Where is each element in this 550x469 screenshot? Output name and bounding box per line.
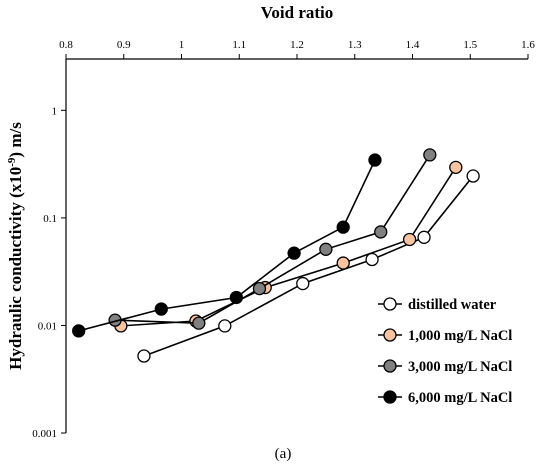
y-axis-title-superscript: -9 (6, 157, 18, 167)
series-0-point-2 (296, 276, 310, 291)
series-0-point-4 (417, 230, 431, 244)
y-axis-title: Hydraulic conductivity (x10-9) m/s (6, 122, 25, 370)
y-axis-title-unit: ) m/s (6, 122, 25, 158)
series-layer (72, 148, 480, 363)
x-tick-label-5: 1.3 (348, 39, 362, 51)
x-tick-label-2: 1 (179, 39, 185, 51)
series-2-point-1 (192, 316, 206, 330)
legend-item-2: 3,000 mg/L NaCl (378, 359, 512, 375)
legend-item-0: distilled water (378, 297, 497, 313)
legend-label-3: 6,000 mg/L NaCl (408, 390, 512, 406)
legend-item-1: 1,000 mg/L NaCl (378, 328, 512, 344)
y-tick-label-1: 0.01 (38, 320, 57, 332)
series-0 (137, 169, 480, 363)
legend: distilled water 1,000 mg/L NaCl 3,000 mg/L… (378, 297, 512, 406)
x-tick-label-1: 0.9 (117, 39, 131, 51)
legend-label-1: 1,000 mg/L NaCl (408, 328, 512, 344)
series-0-point-5 (466, 169, 480, 183)
series-line-1 (120, 166, 457, 327)
series-2-point-4 (374, 225, 388, 239)
series-2-point-2 (252, 281, 267, 296)
series-1-point-5 (449, 160, 463, 174)
series-line-3 (78, 159, 376, 332)
x-tick-label-3: 1.1 (232, 39, 246, 51)
series-1-point-4 (402, 232, 417, 247)
series-3-point-5 (368, 153, 382, 167)
x-tick-label-8: 1.6 (521, 39, 535, 51)
legend-item-3: 6,000 mg/L NaCl (378, 390, 512, 406)
series-3-point-3 (287, 246, 301, 260)
figure-caption: (a) (275, 446, 292, 462)
series-0-point-0 (137, 349, 151, 363)
series-line-0 (143, 175, 474, 357)
series-2-point-5 (423, 148, 437, 162)
x-axis-title: Void ratio (261, 3, 334, 22)
legend-marker-0 (383, 297, 397, 311)
x-tick-label-6: 1.4 (406, 39, 420, 51)
legend-marker-3 (383, 390, 397, 404)
series-1-point-3 (336, 256, 350, 270)
series-3-point-0 (72, 324, 86, 338)
series-3-point-4 (336, 220, 350, 234)
series-line-2 (115, 154, 431, 325)
y-tick-label-3: 1 (52, 105, 58, 117)
legend-label-0: distilled water (408, 297, 497, 313)
y-tick-label-2: 0.1 (43, 213, 57, 225)
x-tick-label-7: 1.5 (463, 39, 477, 51)
series-0-point-3 (365, 252, 379, 267)
y-axis-title-main: Hydraulic conductivity (x10 (6, 167, 25, 370)
series-3-point-1 (154, 302, 168, 316)
x-tick-label-0: 0.8 (59, 39, 73, 51)
series-2-point-3 (319, 242, 333, 256)
legend-marker-1 (383, 328, 397, 342)
series-3 (72, 153, 382, 338)
y-axis-ticks: 0.001 0.01 0.1 1 (32, 105, 66, 440)
legend-label-2: 3,000 mg/L NaCl (408, 359, 512, 375)
x-axis-ticks: 0.8 0.9 1 1.1 1.2 1.3 1.4 1.5 1.6 (59, 39, 535, 59)
x-tick-label-4: 1.2 (290, 39, 304, 51)
series-2 (108, 148, 437, 330)
legend-marker-2 (383, 359, 397, 373)
series-0-point-1 (218, 319, 232, 333)
y-tick-label-0: 0.001 (32, 428, 57, 440)
series-3-point-2 (229, 290, 244, 305)
